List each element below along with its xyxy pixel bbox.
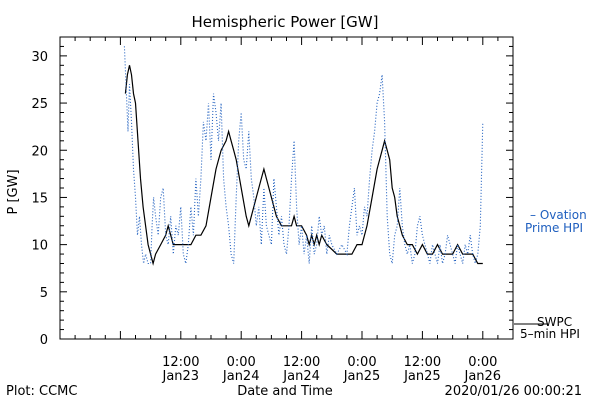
y-tick-label: 25	[31, 97, 48, 112]
series-ovation-prime-hpi-line	[123, 46, 484, 266]
plot-timestamp: 2020/01/26 00:00:21	[445, 384, 582, 399]
series-swpc-hpi-line	[124, 65, 483, 266]
y-tick-label: 5	[40, 286, 48, 301]
axes: 05101520253012:00Jan230:00Jan2412:00Jan2…	[31, 36, 514, 384]
legend-ovation-line1: – Ovation	[530, 208, 587, 222]
x-tick-date-label: Jan24	[222, 369, 260, 384]
chart-title: Hemispheric Power [GW]	[192, 13, 379, 31]
x-tick-time-label: 0:00	[227, 355, 256, 370]
legend-swpc-line1: SWPC	[537, 315, 572, 329]
plot-source-label: Plot: CCMC	[6, 384, 77, 399]
y-tick-label: 20	[31, 144, 48, 159]
y-tick-label: 15	[31, 191, 48, 206]
legend-ovation-line2: Prime HPI	[525, 221, 583, 235]
x-tick-time-label: 12:00	[404, 355, 441, 370]
x-tick-date-label: Jan26	[464, 369, 502, 384]
plot-series	[123, 46, 484, 266]
x-tick-time-label: 12:00	[283, 355, 320, 370]
legend: – Ovation Prime HPI SWPC 5–min HPI	[514, 208, 587, 341]
y-axis-label: P [GW]	[6, 169, 21, 214]
x-tick-date-label: Jan23	[162, 369, 200, 384]
x-tick-date-label: Jan24	[282, 369, 320, 384]
y-tick-label: 10	[31, 239, 48, 254]
x-tick-date-label: Jan25	[403, 369, 441, 384]
y-tick-label: 0	[40, 333, 48, 348]
y-tick-label: 30	[31, 50, 48, 65]
legend-swpc-line2: 5–min HPI	[520, 327, 580, 341]
x-tick-time-label: 0:00	[468, 355, 497, 370]
x-axis-label: Date and Time	[237, 384, 333, 399]
plot-frame	[59, 36, 514, 340]
x-tick-date-label: Jan25	[343, 369, 381, 384]
x-tick-time-label: 12:00	[162, 355, 199, 370]
x-tick-time-label: 0:00	[347, 355, 376, 370]
